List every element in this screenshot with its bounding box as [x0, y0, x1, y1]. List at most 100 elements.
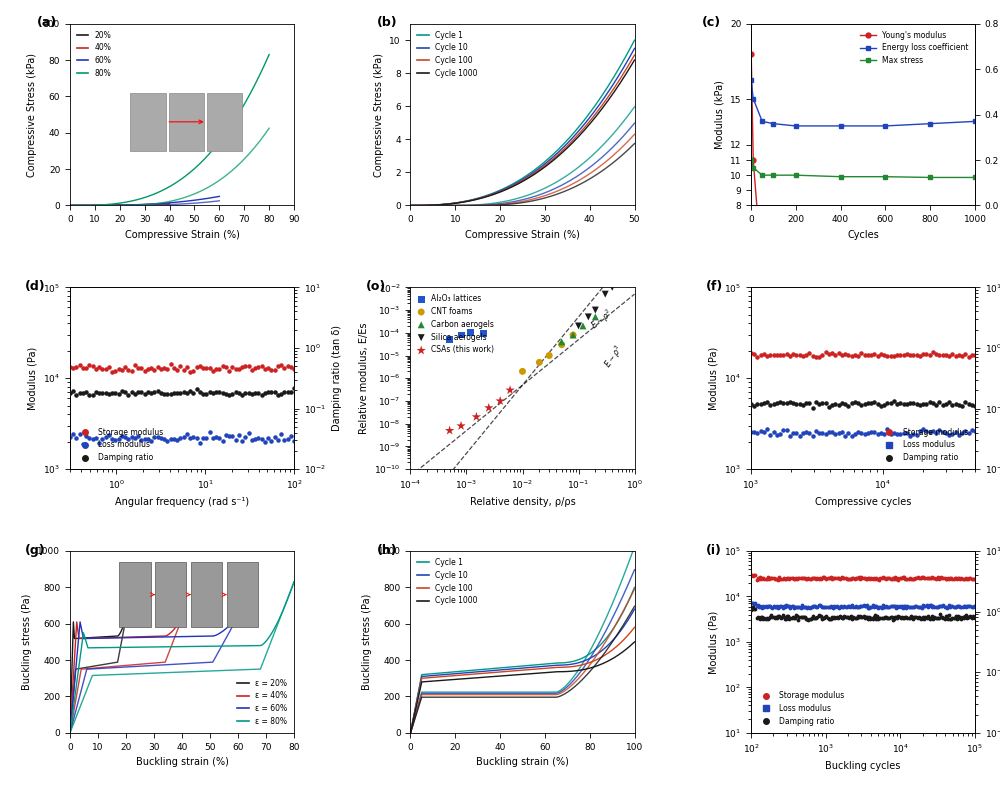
Point — [771, 571, 787, 584]
Point — [836, 600, 852, 612]
Point — [905, 601, 921, 614]
Point — [856, 572, 872, 585]
Point — [862, 601, 878, 614]
Point — [940, 612, 956, 625]
Max stress — [747, 163, 759, 173]
Point — [75, 386, 91, 399]
Point — [889, 611, 905, 624]
Point — [821, 600, 837, 613]
X-axis label: Compressive Strain (%): Compressive Strain (%) — [125, 230, 239, 240]
Point — [185, 387, 201, 400]
Point — [72, 387, 88, 400]
Point — [877, 611, 893, 623]
Point — [818, 610, 834, 623]
Point — [869, 600, 885, 613]
Point — [812, 572, 828, 585]
Point — [749, 351, 765, 363]
Point — [228, 434, 244, 447]
Point — [815, 571, 831, 583]
Point — [156, 362, 172, 375]
Point — [931, 349, 947, 362]
Point — [81, 388, 97, 401]
Point — [111, 433, 127, 445]
Point — [857, 348, 873, 361]
Point — [143, 435, 159, 448]
Point — [231, 363, 247, 376]
Point — [853, 427, 869, 440]
Point — [798, 573, 814, 585]
Point — [948, 426, 964, 439]
Point — [743, 569, 759, 582]
Point — [933, 610, 949, 623]
Point — [779, 424, 795, 437]
Point — [185, 431, 201, 444]
Point — [953, 613, 969, 626]
Point — [934, 611, 950, 623]
Point — [192, 437, 208, 449]
Point — [808, 351, 824, 364]
Point — [866, 426, 882, 438]
Point — [826, 572, 842, 585]
Point — [928, 572, 944, 585]
Point — [907, 572, 923, 585]
Point — [779, 348, 795, 360]
Point — [948, 601, 964, 614]
Point — [885, 600, 901, 613]
Text: (a): (a) — [36, 17, 57, 29]
Point — [866, 572, 882, 585]
Point — [762, 348, 778, 361]
Point — [766, 348, 782, 361]
X-axis label: Buckling strain (%): Buckling strain (%) — [136, 757, 228, 767]
Point — [762, 572, 778, 585]
Point — [838, 571, 854, 584]
Point — [932, 572, 948, 585]
Point — [818, 601, 834, 614]
Point — [231, 386, 247, 399]
Point — [766, 600, 782, 612]
Point — [792, 348, 808, 361]
Point — [894, 611, 910, 623]
Point — [805, 610, 821, 623]
Point — [856, 610, 872, 623]
Point — [822, 613, 838, 626]
Point — [805, 401, 821, 414]
Point — [837, 348, 853, 361]
Point — [852, 610, 868, 623]
Point — [788, 398, 804, 411]
Point — [854, 600, 870, 612]
Point — [776, 572, 792, 585]
Point — [809, 600, 825, 613]
Point — [888, 602, 904, 615]
Point — [782, 350, 798, 362]
Point — [798, 396, 814, 409]
Point — [772, 573, 788, 585]
X-axis label: Buckling cycles: Buckling cycles — [825, 760, 901, 771]
Legend: Cycle 1, Cycle 10, Cycle 100, Cycle 1000: Cycle 1, Cycle 10, Cycle 100, Cycle 1000 — [414, 28, 480, 81]
Point — [782, 611, 798, 624]
Point — [195, 432, 211, 444]
Y-axis label: Compressive Stress (kPa): Compressive Stress (kPa) — [27, 53, 37, 177]
Point — [746, 426, 762, 439]
Point — [901, 573, 917, 585]
Point — [267, 385, 283, 398]
Point — [744, 603, 760, 615]
Point — [280, 433, 296, 445]
Point — [897, 611, 913, 623]
Point — [959, 572, 975, 585]
Point — [237, 359, 253, 372]
Text: (g): (g) — [25, 544, 46, 556]
Point — [944, 600, 960, 612]
Silica aerogels — [610, 265, 626, 277]
Point — [760, 600, 776, 612]
Point — [768, 600, 784, 613]
Point — [744, 569, 760, 582]
Carbon aerogels — [587, 310, 603, 323]
Point — [761, 600, 777, 612]
Point — [935, 572, 951, 585]
Point — [793, 611, 809, 623]
Point — [852, 572, 868, 585]
Point — [804, 612, 820, 625]
Point — [876, 399, 892, 411]
Point — [231, 429, 247, 441]
Point — [759, 350, 775, 362]
